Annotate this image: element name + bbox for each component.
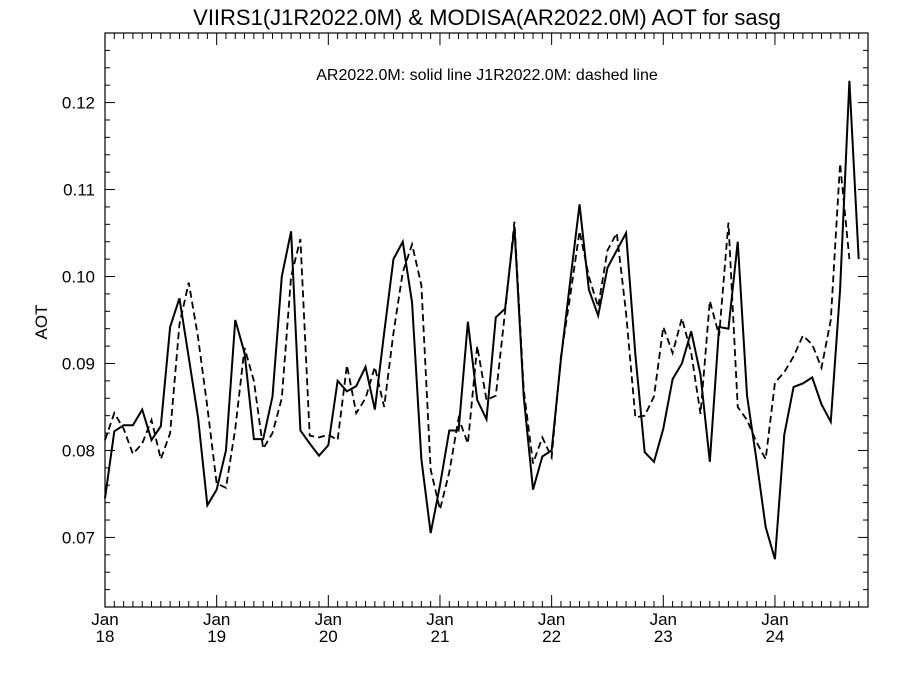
plot-frame: [104, 32, 869, 608]
x-tick-month-label: Jan: [761, 610, 788, 629]
chart-title: VIIRS1(J1R2022.0M) & MODISA(AR2022.0M) A…: [193, 5, 781, 30]
x-tick-year-label: 18: [96, 627, 115, 646]
x-tick-year-label: 21: [431, 627, 450, 646]
series-line-dashed: [104, 163, 851, 510]
y-tick-label: 0.12: [62, 94, 95, 113]
x-tick-month-label: Jan: [91, 610, 118, 629]
x-tick-year-label: 24: [765, 627, 784, 646]
line-style-note: AR2022.0M: solid line J1R2022.0M: dashed…: [316, 67, 658, 84]
y-tick-label: 0.11: [63, 181, 95, 200]
x-tick-month-label: Jan: [538, 610, 565, 629]
y-axis-label: AOT: [32, 305, 51, 340]
x-tick-month-label: Jan: [650, 610, 677, 629]
x-tick-year-label: 20: [319, 627, 338, 646]
x-tick-month-label: Jan: [426, 610, 453, 629]
x-tick-year-label: 23: [654, 627, 673, 646]
y-tick-label: 0.08: [62, 441, 95, 460]
x-tick-month-label: Jan: [203, 610, 230, 629]
x-tick-year-label: 19: [207, 627, 226, 646]
series-line-solid: [104, 80, 860, 560]
y-tick-label: 0.09: [62, 354, 95, 373]
series-layer: [104, 80, 860, 560]
x-tick-year-label: 22: [542, 627, 561, 646]
y-axis: 0.07 0.08 0.09 0.10 0.11 0.12: [62, 32, 868, 608]
x-tick-month-label: Jan: [315, 610, 342, 629]
y-tick-label: 0.10: [62, 268, 95, 287]
y-tick-label: 0.07: [62, 528, 95, 547]
